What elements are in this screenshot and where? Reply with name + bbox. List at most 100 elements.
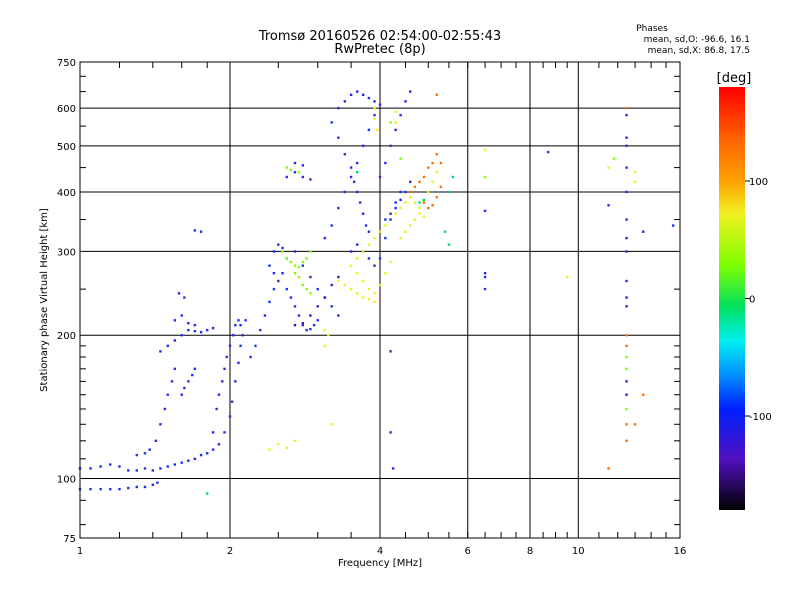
data-point — [89, 467, 92, 470]
data-point — [191, 373, 194, 377]
data-point — [418, 206, 421, 210]
data-point — [422, 201, 426, 204]
data-point — [239, 323, 242, 327]
data-point — [565, 275, 569, 279]
data-point — [389, 218, 392, 221]
data-point — [211, 326, 215, 330]
data-point — [625, 136, 628, 139]
data-point — [159, 350, 162, 353]
data-points — [78, 90, 675, 495]
data-point — [323, 236, 327, 240]
data-point — [358, 201, 362, 204]
data-point — [389, 144, 392, 148]
data-point — [187, 328, 190, 332]
data-point — [427, 190, 430, 194]
data-point — [625, 236, 628, 240]
data-point — [285, 175, 288, 179]
data-point — [399, 157, 402, 160]
data-point — [409, 195, 412, 199]
data-point — [625, 279, 628, 283]
data-point — [337, 206, 340, 210]
data-point — [297, 314, 301, 317]
data-point — [373, 117, 376, 120]
data-point — [135, 469, 138, 472]
data-point — [99, 465, 102, 468]
x-tick-label: 2 — [227, 546, 233, 557]
data-point — [431, 180, 434, 184]
data-point — [418, 201, 421, 204]
data-point — [163, 407, 167, 411]
data-point — [418, 212, 421, 215]
data-point — [439, 185, 443, 189]
data-point — [301, 323, 305, 327]
data-point — [422, 198, 426, 202]
data-point — [183, 296, 186, 299]
data-point — [166, 465, 169, 468]
data-point — [389, 212, 392, 215]
data-point — [633, 423, 637, 426]
data-point — [323, 344, 327, 348]
data-point — [361, 93, 365, 96]
data-point — [316, 319, 319, 322]
data-point — [352, 180, 356, 184]
data-point — [301, 260, 305, 264]
colorbar-label: [deg] — [717, 71, 752, 86]
data-point — [361, 279, 365, 283]
y-tick-label: 300 — [57, 247, 76, 258]
data-point — [223, 431, 226, 434]
data-point — [355, 272, 359, 275]
data-point — [625, 113, 628, 117]
data-point — [323, 296, 327, 299]
colorbar-ticks: 100 0 -100 — [745, 177, 772, 423]
data-point — [173, 319, 177, 322]
data-point — [625, 190, 628, 194]
data-point — [607, 467, 610, 470]
data-point — [349, 166, 353, 169]
data-point — [305, 287, 308, 291]
data-point — [642, 393, 645, 396]
data-point — [343, 153, 347, 156]
data-point — [211, 431, 215, 434]
data-point — [625, 439, 628, 443]
y-tick-labels: 75 100 200 300 400 500 600 750 — [57, 58, 76, 545]
data-point — [180, 461, 183, 464]
data-point — [389, 121, 392, 124]
data-point — [143, 467, 147, 470]
data-point — [399, 236, 402, 240]
data-point — [309, 314, 312, 317]
data-point — [355, 171, 359, 174]
phase-stats-title: Phases — [636, 24, 668, 34]
data-point — [418, 180, 421, 184]
data-point — [301, 283, 305, 287]
data-point — [394, 121, 397, 124]
data-point — [205, 492, 209, 495]
data-point — [237, 361, 240, 365]
data-point — [228, 415, 232, 418]
data-point — [625, 296, 628, 299]
data-point — [309, 292, 312, 295]
data-point — [316, 287, 319, 291]
data-point — [285, 287, 288, 291]
data-point — [422, 215, 426, 218]
data-point — [330, 121, 333, 124]
data-point — [173, 367, 177, 371]
data-point — [642, 230, 645, 233]
data-point — [277, 443, 280, 446]
data-point — [234, 380, 237, 383]
plot-area: 1 2 4 6 8 10 16 75 100 200 300 400 500 600 750 — [57, 58, 686, 557]
data-point — [404, 230, 407, 233]
data-point — [309, 275, 312, 279]
data-point — [225, 355, 228, 359]
data-point — [205, 328, 209, 332]
data-point — [625, 407, 628, 411]
data-point — [384, 272, 387, 275]
data-point — [205, 452, 209, 455]
data-point — [394, 110, 397, 113]
plot-frame — [79, 61, 681, 539]
grid-lines — [80, 62, 680, 538]
data-point — [422, 175, 426, 179]
data-point — [427, 166, 430, 169]
data-point — [413, 218, 417, 221]
phase-stats-x: mean, sd,X: 86.8, 17.5 — [648, 46, 750, 56]
data-point — [483, 275, 487, 279]
